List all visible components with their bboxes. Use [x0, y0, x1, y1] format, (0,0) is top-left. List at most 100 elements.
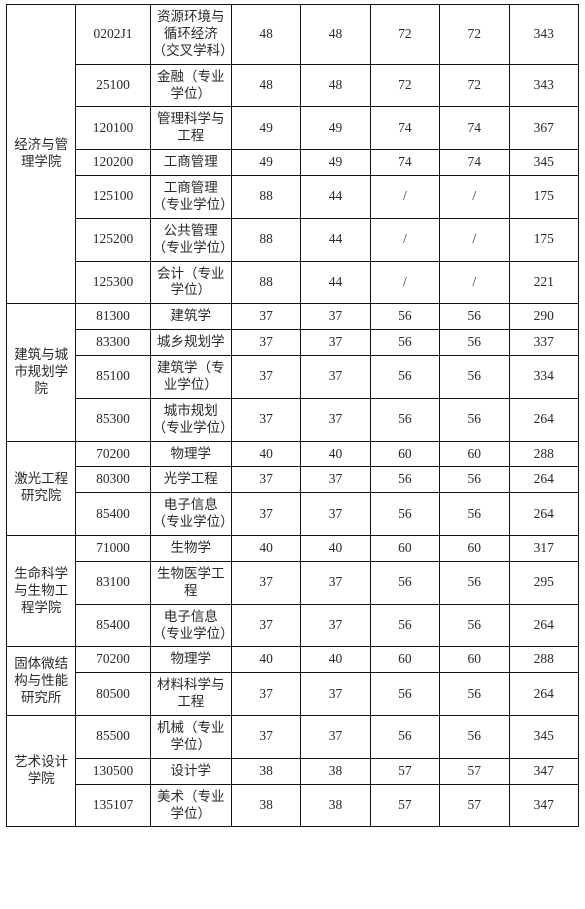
- cell-major: 电子信息（专业学位）: [150, 493, 231, 536]
- cell-score: 56: [440, 561, 509, 604]
- table-row: 艺术设计学院85500机械（专业学位）37375656345: [7, 716, 579, 759]
- cell-score: /: [440, 218, 509, 261]
- cell-major: 工商管理: [150, 150, 231, 176]
- cell-score: 37: [231, 604, 300, 647]
- scores-table: 经济与管理学院0202J1资源环境与循环经济（交叉学科）484872723432…: [6, 4, 579, 827]
- cell-score: 56: [370, 561, 439, 604]
- cell-score: 72: [370, 64, 439, 107]
- cell-score: 37: [231, 356, 300, 399]
- cell-major: 资源环境与循环经济（交叉学科）: [150, 5, 231, 65]
- cell-score: 44: [301, 261, 370, 304]
- cell-major: 工商管理（专业学位）: [150, 176, 231, 219]
- cell-score: 221: [509, 261, 579, 304]
- table-row: 经济与管理学院0202J1资源环境与循环经济（交叉学科）48487272343: [7, 5, 579, 65]
- cell-score: 345: [509, 150, 579, 176]
- table-row: 120200工商管理49497474345: [7, 150, 579, 176]
- cell-code: 83100: [76, 561, 150, 604]
- cell-score: 290: [509, 304, 579, 330]
- cell-score: 37: [231, 716, 300, 759]
- cell-score: 37: [231, 561, 300, 604]
- cell-code: 83300: [76, 330, 150, 356]
- cell-score: 37: [301, 493, 370, 536]
- cell-score: 37: [301, 356, 370, 399]
- cell-score: 56: [370, 330, 439, 356]
- table-row: 83300城乡规划学37375656337: [7, 330, 579, 356]
- cell-score: 56: [370, 604, 439, 647]
- cell-score: 317: [509, 536, 579, 562]
- cell-score: 88: [231, 218, 300, 261]
- cell-school: 固体微结构与性能研究所: [7, 647, 76, 716]
- cell-score: 37: [301, 604, 370, 647]
- cell-score: 37: [301, 304, 370, 330]
- cell-score: 37: [231, 673, 300, 716]
- cell-code: 125300: [76, 261, 150, 304]
- cell-score: 60: [440, 441, 509, 467]
- cell-score: 264: [509, 673, 579, 716]
- cell-score: 37: [231, 398, 300, 441]
- cell-score: 347: [509, 784, 579, 827]
- cell-score: 56: [370, 356, 439, 399]
- cell-score: 56: [440, 673, 509, 716]
- cell-major: 建筑学: [150, 304, 231, 330]
- cell-score: 367: [509, 107, 579, 150]
- cell-score: 38: [231, 784, 300, 827]
- cell-school: 建筑与城市规划学院: [7, 304, 76, 441]
- cell-code: 125200: [76, 218, 150, 261]
- cell-score: 40: [301, 536, 370, 562]
- cell-score: 74: [440, 150, 509, 176]
- cell-score: 40: [301, 647, 370, 673]
- cell-score: 347: [509, 758, 579, 784]
- cell-major: 建筑学（专业学位）: [150, 356, 231, 399]
- cell-score: 48: [231, 64, 300, 107]
- cell-score: /: [370, 261, 439, 304]
- cell-score: /: [370, 176, 439, 219]
- cell-score: 74: [370, 107, 439, 150]
- table-row: 120100管理科学与工程49497474367: [7, 107, 579, 150]
- table-row: 85100建筑学（专业学位）37375656334: [7, 356, 579, 399]
- cell-score: 88: [231, 261, 300, 304]
- cell-score: 49: [231, 107, 300, 150]
- cell-score: 57: [370, 784, 439, 827]
- cell-code: 81300: [76, 304, 150, 330]
- table-row: 130500设计学38385757347: [7, 758, 579, 784]
- cell-score: 49: [301, 150, 370, 176]
- cell-score: 37: [231, 467, 300, 493]
- cell-score: 343: [509, 5, 579, 65]
- cell-score: 175: [509, 176, 579, 219]
- cell-score: 56: [440, 716, 509, 759]
- cell-score: 56: [370, 673, 439, 716]
- cell-score: 345: [509, 716, 579, 759]
- cell-score: 264: [509, 604, 579, 647]
- cell-code: 80500: [76, 673, 150, 716]
- table-row: 25100金融（专业学位）48487272343: [7, 64, 579, 107]
- cell-school: 经济与管理学院: [7, 5, 76, 304]
- cell-score: 44: [301, 218, 370, 261]
- cell-score: 56: [370, 467, 439, 493]
- cell-score: 57: [440, 758, 509, 784]
- cell-score: 48: [301, 64, 370, 107]
- cell-score: 288: [509, 647, 579, 673]
- cell-score: 48: [231, 5, 300, 65]
- cell-score: 37: [301, 673, 370, 716]
- cell-score: 49: [301, 107, 370, 150]
- table-row: 80500材料科学与工程37375656264: [7, 673, 579, 716]
- cell-score: 57: [440, 784, 509, 827]
- cell-code: 130500: [76, 758, 150, 784]
- cell-score: 37: [301, 716, 370, 759]
- cell-code: 135107: [76, 784, 150, 827]
- cell-school: 激光工程研究院: [7, 441, 76, 536]
- table-row: 激光工程研究院70200物理学40406060288: [7, 441, 579, 467]
- cell-code: 85400: [76, 604, 150, 647]
- cell-score: 48: [301, 5, 370, 65]
- cell-score: 60: [440, 647, 509, 673]
- cell-score: 37: [301, 561, 370, 604]
- cell-score: /: [370, 218, 439, 261]
- cell-code: 71000: [76, 536, 150, 562]
- cell-score: 56: [370, 716, 439, 759]
- cell-code: 70200: [76, 647, 150, 673]
- table-row: 固体微结构与性能研究所70200物理学40406060288: [7, 647, 579, 673]
- cell-score: 37: [231, 493, 300, 536]
- cell-score: 56: [440, 493, 509, 536]
- table-row: 125100工商管理（专业学位）8844//175: [7, 176, 579, 219]
- cell-major: 物理学: [150, 441, 231, 467]
